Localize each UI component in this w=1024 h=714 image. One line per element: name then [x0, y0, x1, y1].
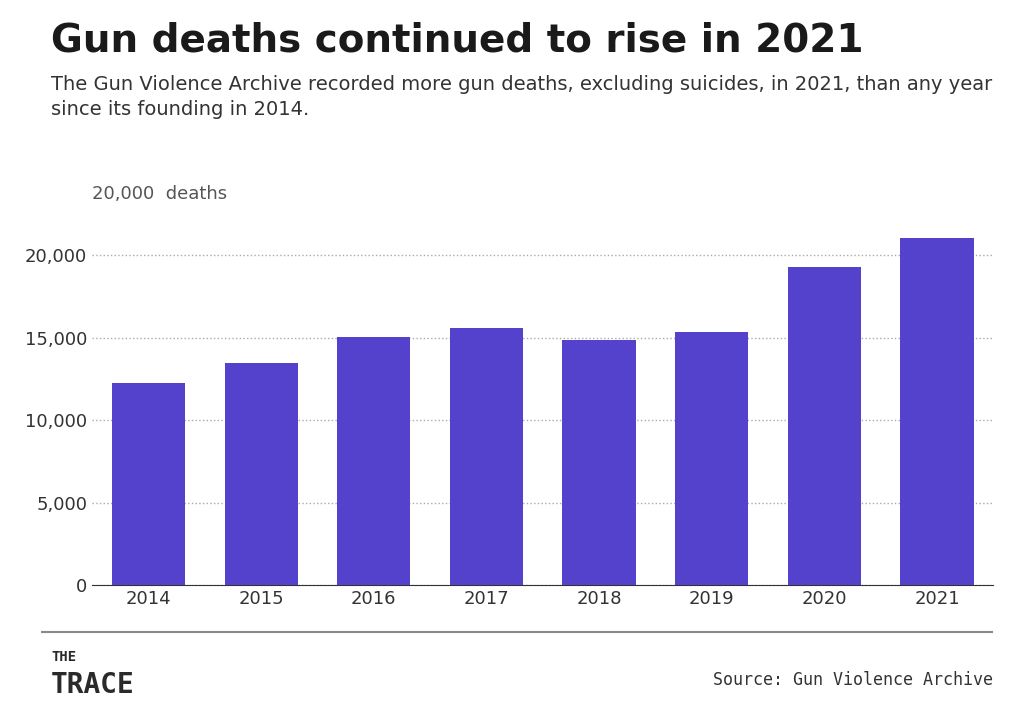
Text: THE: THE [51, 650, 77, 664]
Text: The Gun Violence Archive recorded more gun deaths, excluding suicides, in 2021, : The Gun Violence Archive recorded more g… [51, 75, 992, 119]
Bar [112, 383, 185, 585]
Bar [450, 328, 523, 585]
Bar [562, 340, 636, 585]
Text: 20,000  deaths: 20,000 deaths [92, 186, 227, 203]
Bar [337, 336, 411, 585]
Text: Source: Gun Violence Archive: Source: Gun Violence Archive [714, 671, 993, 689]
Bar [787, 266, 861, 585]
Text: TRACE: TRACE [51, 671, 135, 699]
Bar [224, 363, 298, 585]
Bar [900, 238, 974, 585]
Text: Gun deaths continued to rise in 2021: Gun deaths continued to rise in 2021 [51, 21, 863, 59]
Bar [675, 331, 749, 585]
